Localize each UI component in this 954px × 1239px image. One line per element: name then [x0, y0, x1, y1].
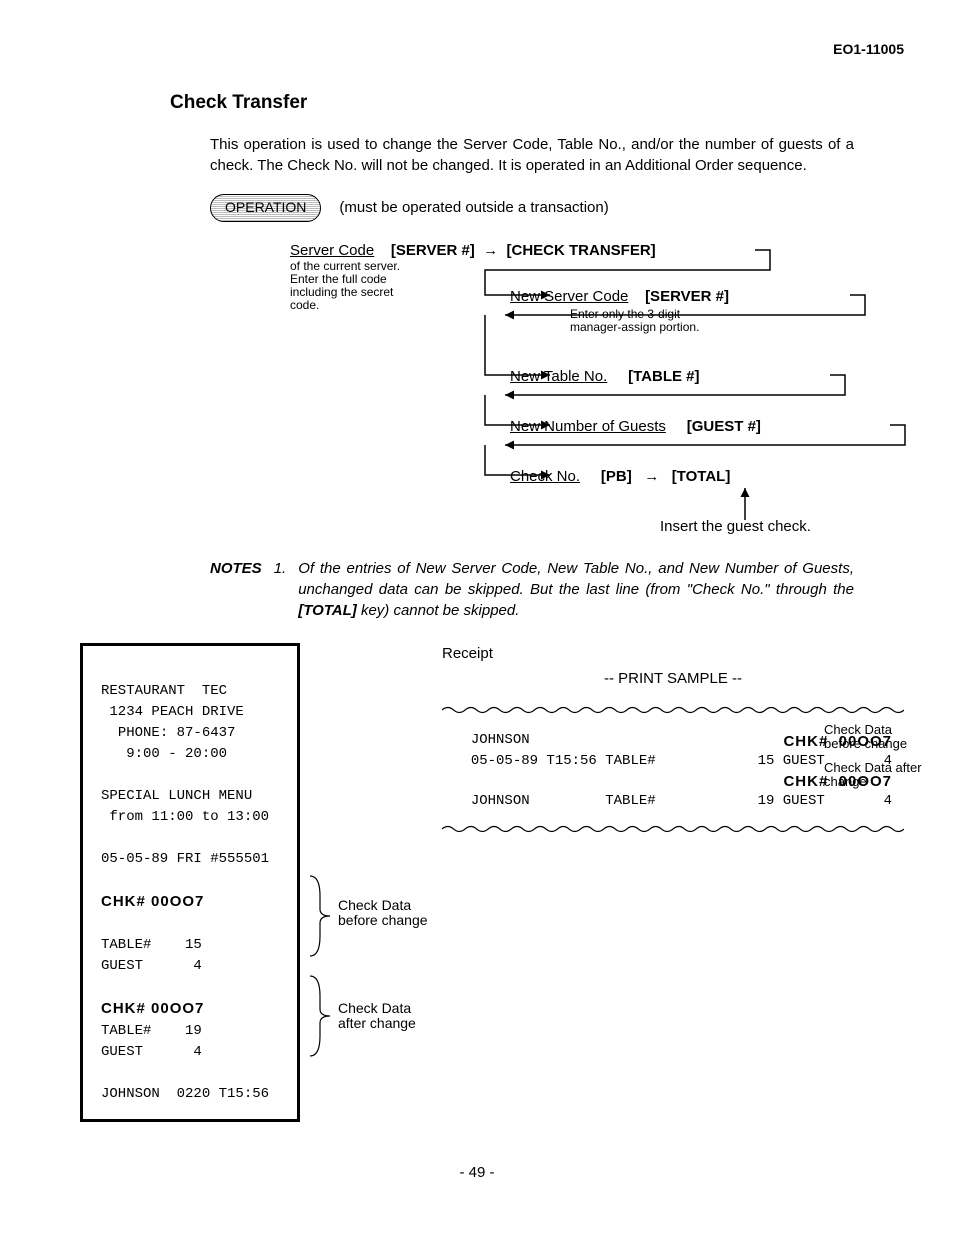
- receipt-phone: PHONE: 87-6437: [118, 725, 236, 741]
- samples-area: RESTAURANT TEC 1234 PEACH DRIVE PHONE: 8…: [80, 643, 904, 1122]
- intro-paragraph: This operation is used to change the Ser…: [210, 134, 854, 176]
- receipt-t1: TABLE# 15: [101, 937, 202, 953]
- flow-pb-key: [PB]: [601, 468, 632, 485]
- flow-new-server-code: New Server Code: [510, 288, 628, 305]
- j-line2b: 15 GUEST: [758, 753, 825, 769]
- receipt-footer: JOHNSON 0220 T15:56: [101, 1086, 269, 1102]
- j-line4a: TABLE#: [605, 793, 655, 809]
- receipt-addr: 1234 PEACH DRIVE: [109, 704, 243, 720]
- flow-check-transfer-key: [CHECK TRANSFER]: [507, 242, 656, 259]
- receipt-dateline: 05-05-89 FRI #555501: [101, 851, 269, 867]
- flow-server-key: [SERVER #]: [391, 242, 475, 259]
- flow-new-guests: New Number of Guests: [510, 418, 666, 435]
- receipt-menu1: SPECIAL LUNCH MENU: [101, 788, 252, 804]
- flow-table-key: [TABLE #]: [628, 368, 699, 385]
- receipt-g2: GUEST 4: [101, 1044, 202, 1060]
- right-receipt-label: Receipt: [442, 643, 904, 664]
- receipt-t2: TABLE# 19: [101, 1023, 202, 1039]
- page-title: Check Transfer: [170, 90, 904, 117]
- page-number: - 49 -: [50, 1162, 904, 1183]
- j-name2: JOHNSON: [471, 793, 530, 809]
- receipt-g1: GUEST 4: [101, 958, 202, 974]
- receipt-hours: 9:00 - 20:00: [126, 746, 227, 762]
- operation-pill: OPERATION: [210, 194, 321, 222]
- receipt-chk1: CHK# 00OO7: [101, 893, 204, 910]
- receipt-sample: RESTAURANT TEC 1234 PEACH DRIVE PHONE: 8…: [80, 643, 300, 1122]
- flow-server-code-note: of the current server. Enter the full co…: [290, 260, 420, 313]
- receipt-menu2: from 11:00 to 13:00: [109, 809, 269, 825]
- operation-note: (must be operated outside a transaction): [339, 197, 608, 218]
- j-line2a: 05-05-89 T15:56 TABLE#: [471, 753, 656, 769]
- receipt-chk2: CHK# 00OO7: [101, 1000, 204, 1017]
- journal-annot-1: Check Data before change: [824, 723, 924, 752]
- bracket-label-1: Check Data before change: [338, 898, 438, 929]
- notes-label: NOTES: [210, 558, 262, 621]
- flow-total-key: [TOTAL]: [672, 468, 731, 485]
- print-sample-title: -- PRINT SAMPLE --: [442, 668, 904, 689]
- flow-check-no: Check No.: [510, 468, 580, 485]
- notes-number: 1.: [274, 558, 287, 621]
- flow-new-table: New Table No.: [510, 368, 607, 385]
- flow-diagram: Server Code [SERVER #] → [CHECK TRANSFER…: [210, 240, 904, 550]
- doc-id: EO1-11005: [50, 40, 904, 60]
- receipt-name: RESTAURANT TEC: [101, 683, 227, 699]
- flow-server-key-2: [SERVER #]: [645, 288, 729, 305]
- flow-new-server-note: Enter only the 3-digit manager-assign po…: [570, 308, 710, 334]
- j-line4c: 4: [884, 793, 892, 809]
- flow-guest-key: [GUEST #]: [687, 418, 761, 435]
- j-line4b: 19 GUEST: [758, 793, 825, 809]
- notes-block: NOTES 1. Of the entries of New Server Co…: [210, 558, 854, 621]
- flow-server-code: Server Code: [290, 242, 374, 259]
- journal-annot-2: Check Data after change: [824, 761, 924, 790]
- flow-insert-note: Insert the guest check.: [660, 516, 811, 537]
- bracket-label-2: Check Data after change: [338, 1001, 438, 1032]
- j-name1: JOHNSON: [471, 732, 530, 748]
- notes-body: Of the entries of New Server Code, New T…: [298, 558, 854, 621]
